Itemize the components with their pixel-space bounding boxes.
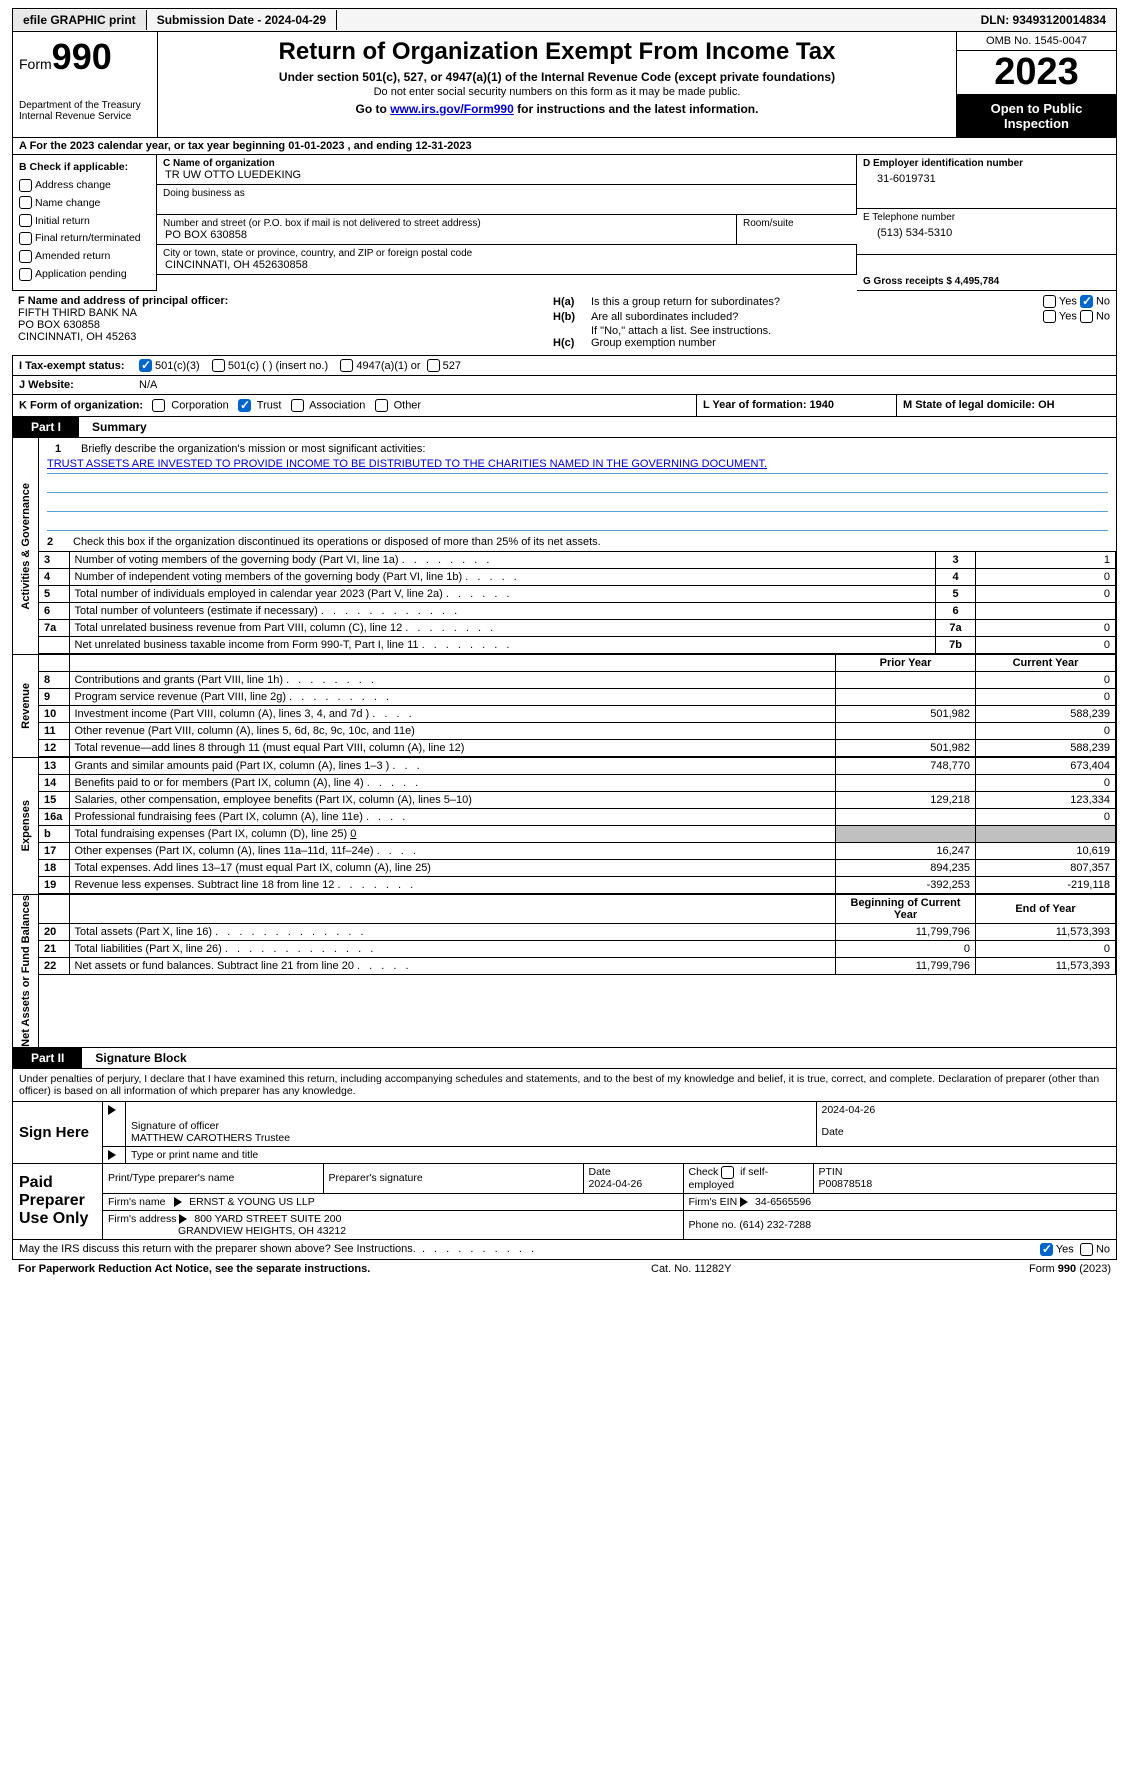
revenue-table: Prior YearCurrent Year 8Contributions an… <box>39 655 1116 757</box>
paid-preparer-block: Paid Preparer Use Only Print/Type prepar… <box>12 1164 1117 1240</box>
year-block: OMB No. 1545-0047 2023 Open to Public In… <box>956 32 1116 137</box>
efile-print-button[interactable]: efile GRAPHIC print <box>13 10 147 30</box>
sign-here-block: Sign Here 2024-04-26 Signature of office… <box>12 1102 1117 1164</box>
assoc-checkbox[interactable] <box>291 399 304 412</box>
final-return-checkbox[interactable] <box>19 232 32 245</box>
arrow-icon <box>174 1197 182 1207</box>
other-checkbox[interactable] <box>375 399 388 412</box>
4947-checkbox[interactable] <box>340 359 353 372</box>
ein-cell: D Employer identification number 31-6019… <box>857 155 1117 209</box>
527-checkbox[interactable] <box>427 359 440 372</box>
self-employed-checkbox[interactable] <box>721 1166 734 1179</box>
501c-checkbox[interactable] <box>212 359 225 372</box>
dba-cell: Doing business as <box>157 185 857 215</box>
dln: DLN: 93493120014834 <box>971 10 1116 30</box>
tab-revenue: Revenue <box>13 655 39 757</box>
application-pending-checkbox[interactable] <box>19 268 32 281</box>
room-cell: Room/suite <box>737 215 857 245</box>
net-assets-table: Beginning of Current YearEnd of Year 20T… <box>39 895 1116 975</box>
discuss-row: May the IRS discuss this return with the… <box>12 1240 1117 1260</box>
org-name-cell: C Name of organization TR UW OTTO LUEDEK… <box>157 155 857 185</box>
telephone-cell: E Telephone number (513) 534-5310 <box>857 209 1117 255</box>
ha-yes-checkbox[interactable] <box>1043 295 1056 308</box>
hb-no-checkbox[interactable] <box>1080 310 1093 323</box>
name-change-checkbox[interactable] <box>19 196 32 209</box>
arrow-icon <box>108 1150 116 1160</box>
part2-header: Part II Signature Block <box>12 1048 1117 1069</box>
page-footer: For Paperwork Reduction Act Notice, see … <box>12 1260 1117 1278</box>
trust-checkbox[interactable] <box>238 399 251 412</box>
tax-exempt-row: I Tax-exempt status: 501(c)(3) 501(c) ( … <box>12 356 1117 376</box>
form-title: Return of Organization Exempt From Incom… <box>168 38 946 66</box>
instructions-link[interactable]: www.irs.gov/Form990 <box>390 102 514 116</box>
website-row: J Website: N/A <box>12 376 1117 395</box>
submission-date: Submission Date - 2024-04-29 <box>147 10 337 30</box>
corp-checkbox[interactable] <box>152 399 165 412</box>
top-bar: efile GRAPHIC print Submission Date - 20… <box>12 8 1117 32</box>
checkbox-column-b: B Check if applicable: Address change Na… <box>12 155 157 291</box>
tab-net-assets: Net Assets or Fund Balances <box>13 895 39 1047</box>
arrow-icon <box>179 1214 187 1224</box>
arrow-icon <box>108 1105 116 1115</box>
amended-return-checkbox[interactable] <box>19 250 32 263</box>
discuss-no-checkbox[interactable] <box>1080 1243 1093 1256</box>
initial-return-checkbox[interactable] <box>19 214 32 227</box>
tab-activities-governance: Activities & Governance <box>13 438 39 654</box>
gross-receipts-cell: G Gross receipts $ 4,495,784 <box>857 255 1117 291</box>
hb-yes-checkbox[interactable] <box>1043 310 1056 323</box>
city-cell: City or town, state or province, country… <box>157 245 857 275</box>
form-title-block: Return of Organization Exempt From Incom… <box>158 32 956 137</box>
street-cell: Number and street (or P.O. box if mail i… <box>157 215 737 245</box>
address-change-checkbox[interactable] <box>19 179 32 192</box>
tab-expenses: Expenses <box>13 758 39 894</box>
signature-declaration: Under penalties of perjury, I declare th… <box>12 1069 1117 1102</box>
ha-no-checkbox[interactable] <box>1080 295 1093 308</box>
tax-year-row: A For the 2023 calendar year, or tax yea… <box>12 138 1117 155</box>
officer-cell: F Name and address of principal officer:… <box>12 291 547 355</box>
discuss-yes-checkbox[interactable] <box>1040 1243 1053 1256</box>
group-return-cell: H(a) Is this a group return for subordin… <box>547 291 1116 355</box>
org-form-row: K Form of organization: Corporation Trus… <box>12 395 1117 417</box>
501c3-checkbox[interactable] <box>139 359 152 372</box>
expenses-table: 13Grants and similar amounts paid (Part … <box>39 758 1116 894</box>
form-id-block: Form990 Department of the Treasury Inter… <box>13 32 158 137</box>
governance-table: 3Number of voting members of the governi… <box>39 551 1116 654</box>
mission-link[interactable]: TRUST ASSETS ARE INVESTED TO PROVIDE INC… <box>47 458 767 470</box>
part1-header: Part I Summary <box>12 417 1117 438</box>
arrow-icon <box>740 1197 748 1207</box>
